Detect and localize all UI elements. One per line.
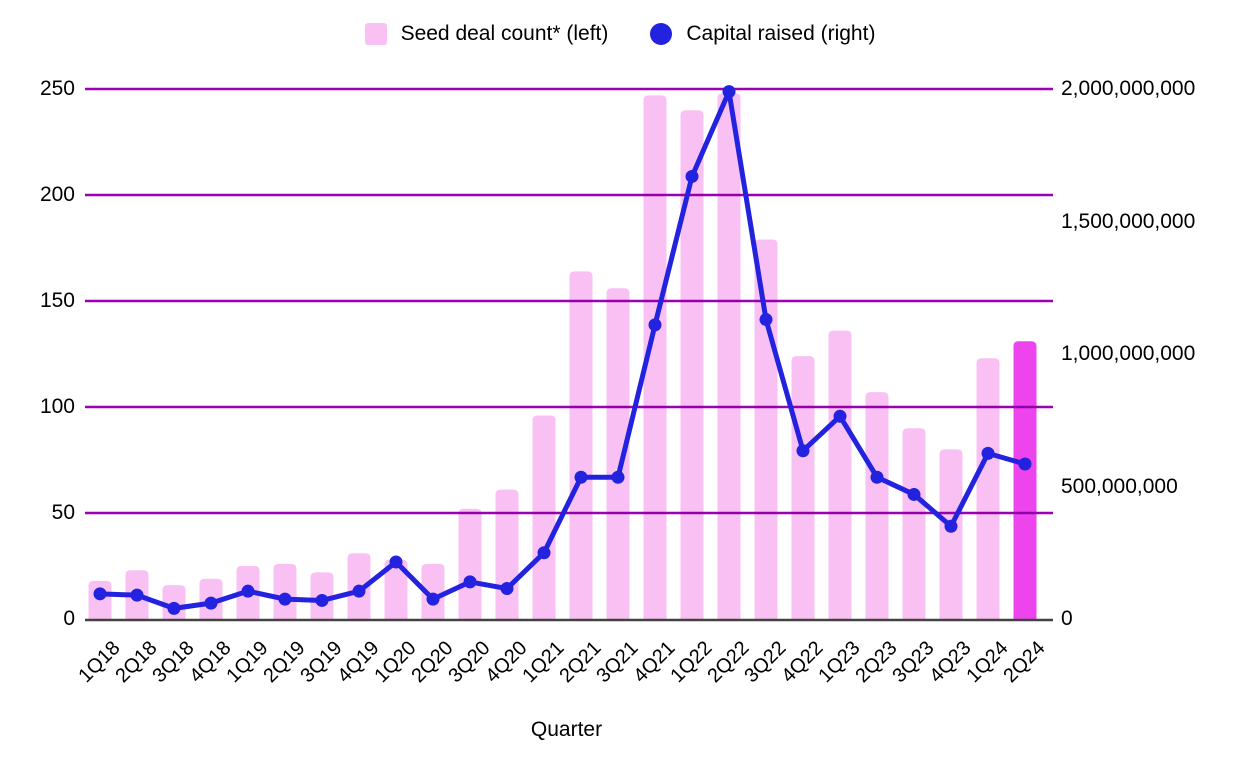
bar-1Q21	[532, 415, 556, 619]
bar-1Q24	[976, 358, 1000, 619]
bar-2Q24	[1013, 341, 1037, 619]
right-tick-500,000,000: 500,000,000	[1061, 474, 1178, 498]
point-4Q19	[352, 584, 366, 598]
line-points	[93, 85, 1032, 615]
bar-4Q23	[939, 449, 963, 619]
point-3Q21	[611, 470, 625, 484]
bar-3Q22	[754, 239, 778, 619]
left-tick-200: 200	[39, 183, 75, 206]
bar-2Q21	[569, 271, 593, 619]
bar-1Q22	[680, 110, 704, 619]
point-3Q18	[167, 601, 181, 615]
point-2Q19	[278, 592, 292, 606]
gridlines	[85, 87, 1053, 515]
bar-2Q23	[865, 392, 889, 619]
left-tick-50: 50	[51, 501, 75, 524]
bar-4Q20	[495, 489, 519, 619]
point-3Q19	[315, 593, 329, 607]
point-2Q23	[870, 470, 884, 484]
point-1Q22	[685, 169, 699, 183]
bar-series	[88, 93, 1037, 620]
point-2Q24	[1018, 457, 1032, 471]
point-1Q23	[833, 409, 847, 423]
right-tick-1,000,000,000: 1,000,000,000	[1061, 342, 1196, 365]
point-4Q20	[500, 582, 514, 596]
bar-3Q20	[458, 508, 482, 619]
point-3Q23	[907, 487, 921, 501]
point-2Q20	[426, 592, 440, 606]
right-tick-0: 0	[1061, 607, 1073, 630]
chart-legend: Seed deal count* (left) Capital raised (…	[0, 22, 1240, 46]
point-4Q21	[648, 318, 662, 332]
bar-1Q23	[828, 330, 852, 619]
point-3Q20	[463, 575, 477, 589]
right-tick-2,000,000,000: 2,000,000,000	[1061, 77, 1196, 100]
bar-2Q19	[273, 563, 297, 619]
bar-3Q23	[902, 428, 926, 619]
bar-2Q22	[717, 93, 741, 620]
bar-4Q22	[791, 356, 815, 619]
left-tick-0: 0	[63, 607, 75, 630]
point-1Q20	[389, 555, 403, 569]
bar-4Q21	[643, 95, 667, 620]
point-4Q23	[944, 519, 958, 533]
left-tick-250: 250	[39, 77, 75, 100]
point-2Q22	[722, 85, 736, 99]
point-1Q24	[981, 446, 995, 460]
right-tick-1,500,000,000: 1,500,000,000	[1061, 209, 1196, 233]
seed-deal-count-swatch-icon	[364, 23, 387, 45]
legend-label-seed-deal-count: Seed deal count* (left)	[400, 22, 609, 45]
legend-item-capital-raised: Capital raised (right)	[650, 22, 875, 46]
point-4Q18	[204, 596, 218, 610]
point-1Q21	[537, 546, 551, 560]
left-tick-100: 100	[39, 395, 75, 418]
legend-label-capital-raised: Capital raised (right)	[686, 22, 876, 45]
bar-2Q20	[421, 563, 445, 619]
bar-1Q20	[384, 559, 408, 619]
point-4Q22	[796, 444, 810, 458]
left-tick-150: 150	[39, 289, 75, 312]
legend-item-seed-deal-count: Seed deal count* (left)	[364, 22, 609, 46]
point-1Q19	[241, 584, 255, 598]
point-3Q22	[759, 313, 773, 327]
bar-3Q21	[606, 288, 630, 619]
point-1Q18	[93, 587, 107, 601]
point-2Q21	[574, 470, 588, 484]
x-axis-title: Quarter	[530, 718, 603, 741]
point-2Q18	[130, 588, 144, 602]
capital-raised-swatch-icon	[650, 23, 673, 45]
